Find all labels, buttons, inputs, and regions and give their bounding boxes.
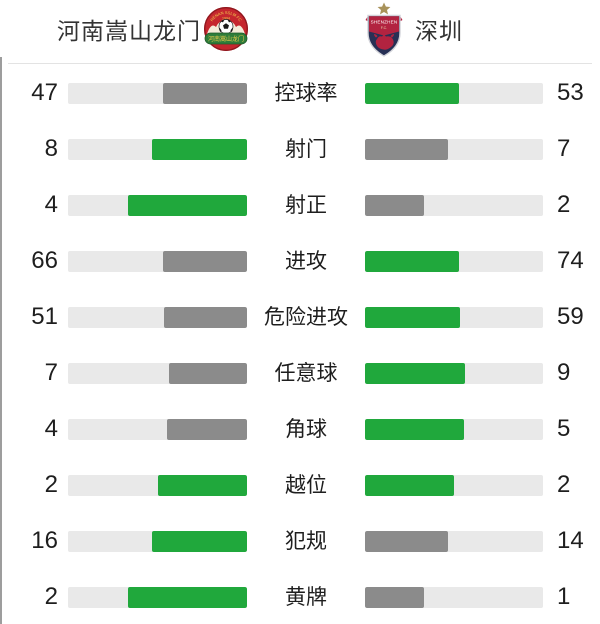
stat-row-corners: 4 角球 5: [0, 401, 600, 457]
home-stat-value: 4: [44, 415, 58, 442]
home-stat-value: 8: [44, 135, 58, 162]
stat-row-shots-on-target: 4 射正 2: [0, 177, 600, 233]
screen-edge-line: [0, 57, 2, 624]
home-team-badge-icon: HENAN SSLM FC 1994 河南嵩山龙门: [203, 6, 249, 57]
away-stat-value: 7: [557, 135, 571, 162]
away-team-name: 深圳: [415, 18, 463, 44]
stat-label: 射正: [285, 193, 327, 217]
match-header: 河南嵩山龙门 HENAN SSLM FC 1994: [0, 0, 600, 64]
home-stat-bar-fill: [162, 250, 247, 272]
away-stat-bar: [365, 306, 543, 328]
home-stat-bar-fill: [127, 586, 247, 608]
home-stat-bar-fill: [162, 82, 247, 104]
soccer-ball-icon: [218, 19, 234, 34]
home-stat-bar-fill: [167, 418, 247, 440]
away-stat-bar: [365, 362, 543, 384]
stat-row-yellow-cards: 2 黄牌 1: [0, 569, 600, 624]
away-stat-bar: [365, 194, 543, 216]
away-stat-bar-fill: [365, 82, 460, 104]
home-stat-bar: [68, 250, 247, 272]
home-stat-value: 2: [44, 583, 58, 610]
header-divider: [8, 63, 592, 64]
home-team-name: 河南嵩山龙门: [57, 18, 201, 44]
badge-top-text: SHENZHEN: [371, 20, 398, 25]
away-stat-value: 53: [557, 79, 584, 106]
away-stat-bar: [365, 474, 543, 496]
home-stat-bar: [68, 306, 247, 328]
away-stat-bar-fill: [365, 418, 464, 440]
away-stat-value: 9: [557, 359, 571, 386]
home-stat-bar-fill: [168, 362, 247, 384]
stat-label: 任意球: [274, 361, 338, 385]
home-stat-bar: [68, 418, 247, 440]
stat-row-possession: 47 控球率 53: [0, 65, 600, 121]
stat-label: 黄牌: [285, 585, 327, 609]
home-stat-value: 51: [31, 303, 58, 330]
stat-row-free-kicks: 7 任意球 9: [0, 345, 600, 401]
away-stat-value: 59: [557, 303, 584, 330]
away-stat-bar: [365, 418, 543, 440]
home-stat-bar: [68, 194, 247, 216]
home-stat-value: 2: [44, 471, 58, 498]
away-stat-bar: [365, 530, 543, 552]
away-stat-bar-fill: [365, 250, 460, 272]
home-stat-bar: [68, 474, 247, 496]
stat-row-shots: 8 射门 7: [0, 121, 600, 177]
home-stat-bar-fill: [151, 530, 247, 552]
badge-banner-text: 河南嵩山龙门: [208, 35, 244, 43]
away-stat-bar: [365, 586, 543, 608]
away-stat-bar-fill: [365, 530, 449, 552]
home-stat-value: 66: [31, 247, 58, 274]
home-stat-bar: [68, 82, 247, 104]
stat-label: 犯规: [285, 529, 327, 553]
home-stat-value: 4: [44, 191, 58, 218]
stat-label: 危险进攻: [264, 305, 348, 329]
bull-icon: [375, 34, 394, 50]
home-stat-value: 16: [31, 527, 58, 554]
away-stat-bar-fill: [365, 138, 449, 160]
away-stat-value: 1: [557, 583, 571, 610]
stat-label: 控球率: [274, 81, 338, 105]
home-stat-bar-fill: [127, 194, 247, 216]
stat-label: 越位: [285, 473, 327, 497]
stat-label: 射门: [285, 137, 327, 161]
badge-sub-text: F.C.: [381, 26, 387, 30]
stats-list: 47 控球率 53 8 射门 7 4 射正 2 66 进攻 74: [0, 65, 600, 624]
stat-row-offsides: 2 越位 2: [0, 457, 600, 513]
home-stat-bar: [68, 586, 247, 608]
badge-banner-shape: [204, 32, 248, 45]
away-stat-value: 2: [557, 471, 571, 498]
away-stat-bar-fill: [365, 194, 425, 216]
stat-label: 进攻: [285, 249, 327, 273]
home-stat-bar-fill: [164, 306, 247, 328]
home-stat-bar: [68, 530, 247, 552]
badge-year-text: 1994: [222, 17, 230, 21]
home-stat-bar-fill: [151, 138, 247, 160]
away-stat-bar-fill: [365, 474, 454, 496]
away-stat-bar: [365, 138, 543, 160]
away-stat-value: 5: [557, 415, 571, 442]
home-stat-bar: [68, 138, 247, 160]
away-stat-value: 2: [557, 191, 571, 218]
away-stat-value: 74: [557, 247, 584, 274]
home-stat-value: 7: [44, 359, 58, 386]
stat-row-dangerous-attacks: 51 危险进攻 59: [0, 289, 600, 345]
home-stat-value: 47: [31, 79, 58, 106]
away-stat-bar: [365, 250, 543, 272]
star-icon: [377, 2, 391, 15]
away-stat-bar: [365, 82, 543, 104]
home-stat-bar: [68, 362, 247, 384]
stat-row-attacks: 66 进攻 74: [0, 233, 600, 289]
home-stat-bar-fill: [157, 474, 247, 496]
stat-label: 角球: [285, 417, 327, 441]
away-stat-value: 14: [557, 527, 584, 554]
away-stat-bar-fill: [365, 586, 425, 608]
away-team-badge-icon: SHENZHEN F.C.: [365, 2, 403, 63]
away-stat-bar-fill: [365, 362, 466, 384]
away-stat-bar-fill: [365, 306, 461, 328]
stat-row-fouls: 16 犯规 14: [0, 513, 600, 569]
